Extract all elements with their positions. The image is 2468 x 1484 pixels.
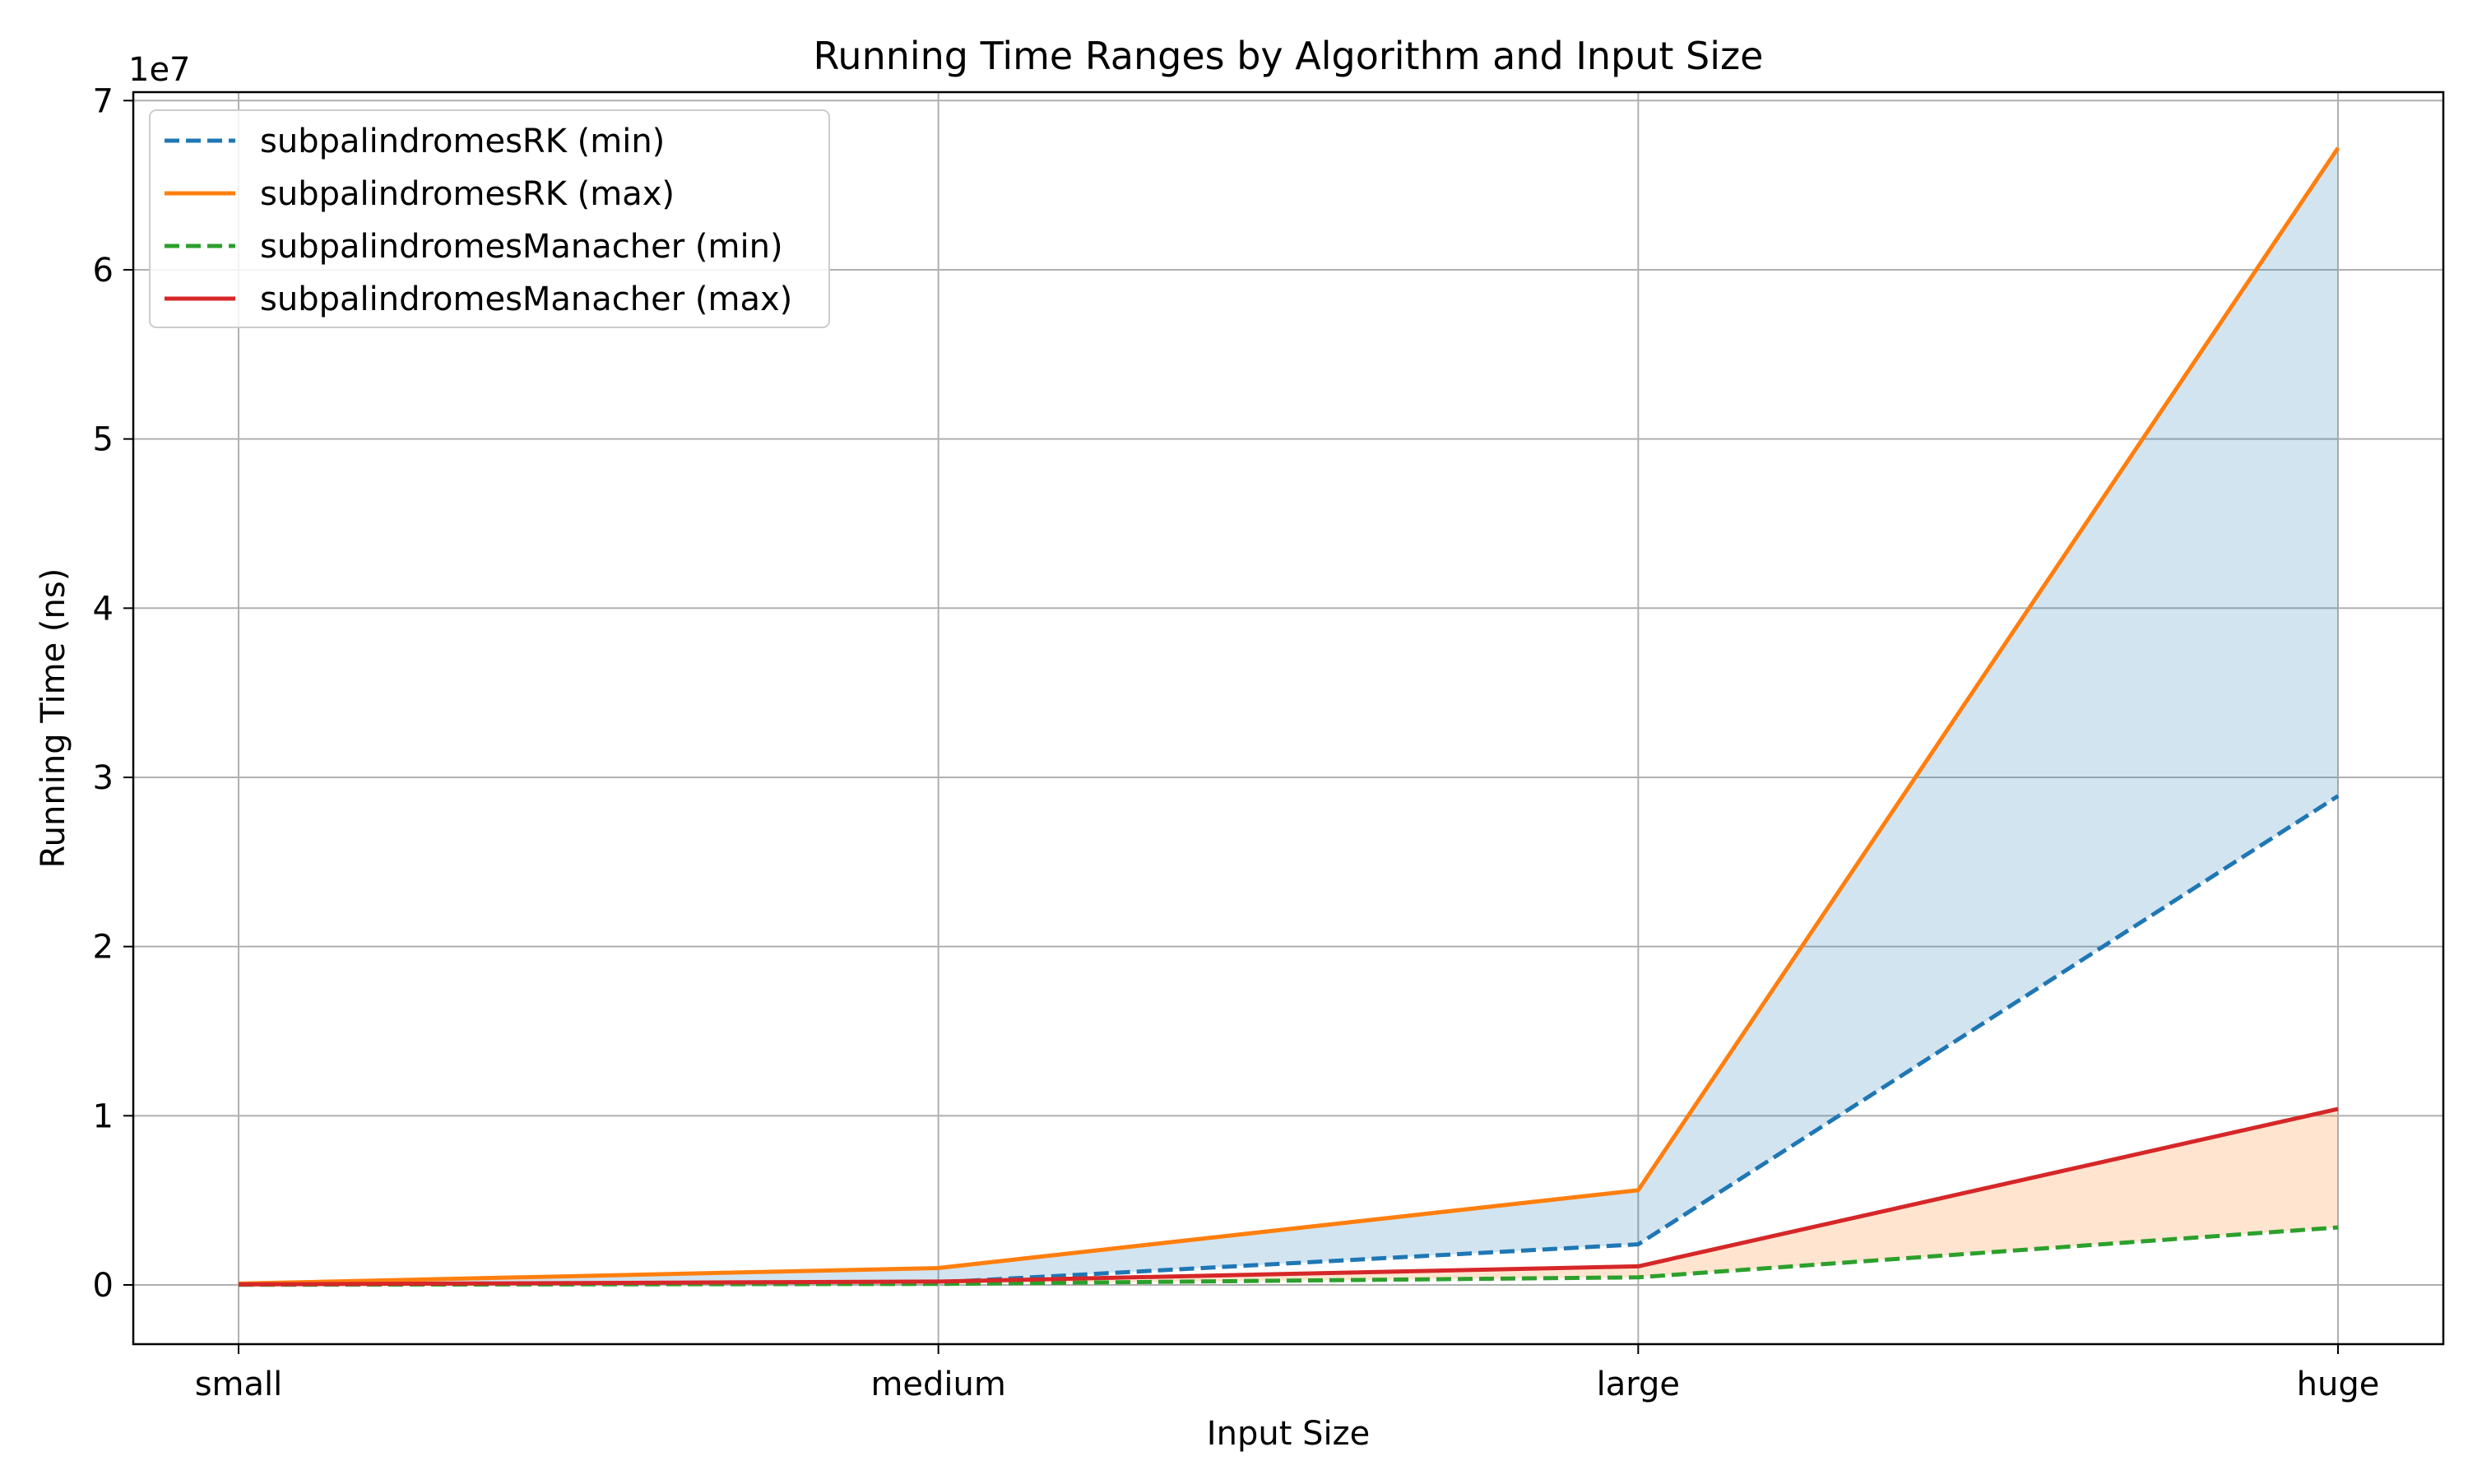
legend: subpalindromesRK (min) subpalindromesRK (… bbox=[149, 109, 830, 328]
x-tick-label: huge bbox=[2297, 1366, 2380, 1403]
y-offset-label: 1e7 bbox=[128, 51, 191, 89]
x-tick-label: large bbox=[1597, 1366, 1680, 1403]
legend-label-0: subpalindromesRK (min) bbox=[260, 123, 665, 160]
y-tick-label: 1 bbox=[93, 1097, 114, 1135]
x-tick-label: small bbox=[195, 1366, 283, 1403]
y-tick-label: 4 bbox=[93, 590, 114, 628]
y-tick-label: 6 bbox=[93, 252, 114, 290]
y-tick-label: 7 bbox=[93, 82, 114, 120]
y-tick-label: 2 bbox=[93, 929, 114, 967]
y-tick-label: 0 bbox=[93, 1267, 114, 1305]
fill-area-1 bbox=[239, 1109, 2338, 1285]
fill-areas bbox=[239, 147, 2338, 1285]
y-tick-label: 3 bbox=[93, 759, 114, 797]
chart-title: Running Time Ranges by Algorithm and Inp… bbox=[814, 34, 1764, 78]
x-axis-label: Input Size bbox=[1207, 1415, 1370, 1453]
legend-label-3: subpalindromesManacher (max) bbox=[260, 281, 792, 318]
plot-frame bbox=[132, 90, 2445, 1346]
series-line-3 bbox=[238, 1106, 2339, 1287]
x-tick-label: medium bbox=[870, 1366, 1005, 1403]
series-lines bbox=[238, 146, 2340, 1287]
y-tick-label: 5 bbox=[93, 421, 114, 459]
legend-label-1: subpalindromesRK (max) bbox=[260, 175, 675, 213]
legend-label-2: subpalindromesManacher (min) bbox=[260, 228, 783, 266]
series-line-1 bbox=[238, 146, 2340, 1286]
ticks: small medium large huge 0 1 2 3 4 5 6 7 bbox=[93, 82, 2380, 1403]
y-axis-label: Running Time (ns) bbox=[35, 568, 72, 869]
legend-box bbox=[149, 109, 830, 328]
fill-area-0 bbox=[239, 147, 2338, 1285]
